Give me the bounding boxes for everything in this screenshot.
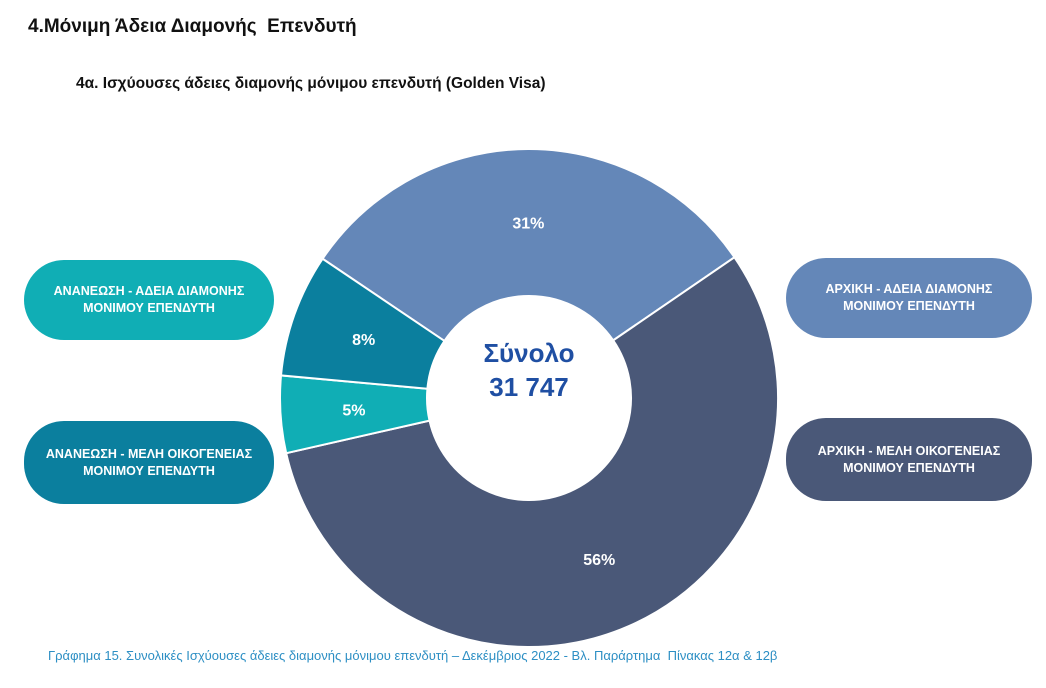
legend-renewal-permit-text: ΑΝΑΝΕΩΣΗ - ΑΔΕΙΑ ΔΙΑΜΟΝΗΣ ΜΟΝΙΜΟΥ ΕΠΕΝΔΥ… — [53, 284, 245, 315]
donut-center-value: 31 747 — [489, 372, 569, 402]
legend-initial-permit-text: ΑΡΧΙΚΗ - ΑΔΕΙΑ ΔΙΑΜΟΝΗΣ ΜΟΝΙΜΟΥ ΕΠΕΝΔΥΤΗ — [825, 282, 993, 313]
chart-subtitle: 4α. Ισχύουσες άδειες διαμονής μόνιμου επ… — [76, 75, 546, 92]
donut-slice-1 — [284, 255, 779, 648]
legend-initial-family: ΑΡΧΙΚΗ - ΜΕΛΗ ΟΙΚΟΓΕΝΕΙΑΣ ΜΟΝΙΜΟΥ ΕΠΕΝΔΥ… — [786, 418, 1032, 501]
legend-renewal-family-text: ΑΝΑΝΕΩΣΗ - ΜΕΛΗ ΟΙΚΟΓΕΝΕΙΑΣ ΜΟΝΙΜΟΥ ΕΠΕΝ… — [45, 446, 253, 478]
legend-initial-family-text: ΑΡΧΙΚΗ - ΜΕΛΗ ΟΙΚΟΓΕΝΕΙΑΣ ΜΟΝΙΜΟΥ ΕΠΕΝΔΥ… — [817, 443, 1001, 475]
donut-slice-0 — [321, 148, 736, 343]
donut-slice-label-3: 8% — [352, 332, 375, 349]
legend-initial-permit: ΑΡΧΙΚΗ - ΑΔΕΙΑ ΔΙΑΜΟΝΗΣ ΜΟΝΙΜΟΥ ΕΠΕΝΔΥΤΗ — [786, 258, 1032, 338]
donut-slice-3 — [279, 257, 446, 390]
legend-renewal-family: ΑΝΑΝΕΩΣΗ - ΜΕΛΗ ΟΙΚΟΓΕΝΕΙΑΣ ΜΟΝΙΜΟΥ ΕΠΕΝ… — [24, 421, 274, 504]
page-title: 4.Μόνιμη Άδεια Διαμονής Επενδυτή — [28, 16, 357, 37]
donut-center: Σύνολο 31 747 — [429, 336, 629, 404]
donut-slice-label-1: 56% — [583, 552, 615, 569]
legend-renewal-permit: ΑΝΑΝΕΩΣΗ - ΑΔΕΙΑ ΔΙΑΜΟΝΗΣ ΜΟΝΙΜΟΥ ΕΠΕΝΔΥ… — [24, 260, 274, 340]
donut-center-label: Σύνολο — [483, 338, 575, 368]
donut-slice-label-0: 31% — [512, 216, 544, 233]
chart-caption: Γράφημα 15. Συνολικές Ισχύουσες άδειες δ… — [48, 648, 778, 663]
donut-slice-label-2: 5% — [342, 403, 365, 420]
